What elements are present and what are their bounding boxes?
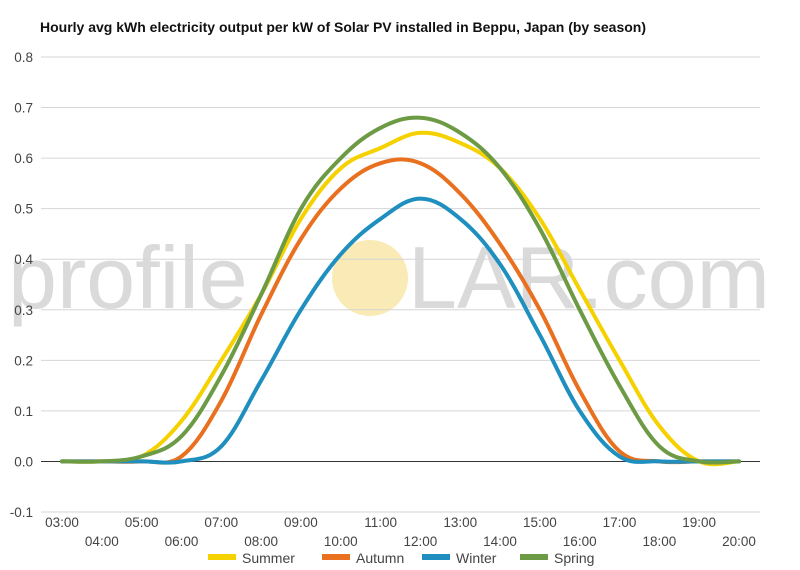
series-lines: [60, 115, 741, 467]
x-tick-label: 09:00: [284, 515, 318, 530]
x-tick-label: 05:00: [125, 515, 159, 530]
legend-swatch-spring: [520, 554, 548, 560]
x-tick-label: 10:00: [324, 534, 358, 549]
legend-swatch-autumn: [322, 554, 350, 560]
x-tick-label: 06:00: [165, 534, 199, 549]
x-tick-label: 17:00: [603, 515, 637, 530]
x-tick-label: 13:00: [443, 515, 477, 530]
watermark-text-left: profile: [8, 228, 248, 327]
x-tick-label: 04:00: [85, 534, 119, 549]
x-tick-label: 18:00: [642, 534, 676, 549]
x-tick-label: 16:00: [563, 534, 597, 549]
x-tick-label: 15:00: [523, 515, 557, 530]
legend-label-autumn: Autumn: [356, 550, 404, 566]
series-line-autumn: [60, 157, 741, 465]
x-tick-label: 20:00: [722, 534, 756, 549]
x-tick-label: 12:00: [404, 534, 438, 549]
y-tick-label: 0.2: [14, 353, 33, 368]
y-tick-label: 0.8: [14, 50, 33, 65]
y-tick-label: 0.1: [14, 404, 33, 419]
series-line-spring: [60, 115, 741, 465]
series-line-summer: [60, 130, 741, 467]
x-tick-label: 11:00: [364, 515, 397, 530]
legend-label-summer: Summer: [242, 550, 295, 566]
x-tick-label: 03:00: [45, 515, 79, 530]
y-tick-label: 0.7: [14, 101, 33, 116]
y-tick-label: 0.4: [14, 252, 33, 267]
x-tick-label: 07:00: [204, 515, 238, 530]
x-tick-label: 19:00: [682, 515, 716, 530]
x-tick-label: 08:00: [244, 534, 278, 549]
watermark-text-right: LAR.com: [408, 228, 770, 327]
legend-label-spring: Spring: [554, 550, 594, 566]
y-tick-label: 0.6: [14, 151, 33, 166]
y-tick-label: 0.0: [14, 454, 33, 469]
series-line-winter: [60, 196, 741, 465]
y-axis: -0.1 0.0 0.1 0.2 0.3 0.4 0.5 0.6 0.7 0.8: [10, 50, 34, 520]
y-tick-label: 0.5: [14, 202, 33, 217]
y-tick-label: 0.3: [14, 303, 33, 318]
legend: Summer Autumn Winter Spring: [208, 550, 594, 566]
y-tick-label: -0.1: [10, 505, 33, 520]
legend-label-winter: Winter: [456, 550, 497, 566]
x-axis: 03:00 04:00 05:00 06:00 07:00 08:00 09:00 10:00…: [45, 515, 756, 549]
x-tick-label: 14:00: [483, 534, 517, 549]
chart-title: Hourly avg kWh electricity output per kW…: [40, 19, 646, 35]
legend-swatch-winter: [422, 554, 450, 560]
legend-swatch-summer: [208, 554, 236, 560]
watermark: profile LAR.com: [8, 228, 770, 327]
